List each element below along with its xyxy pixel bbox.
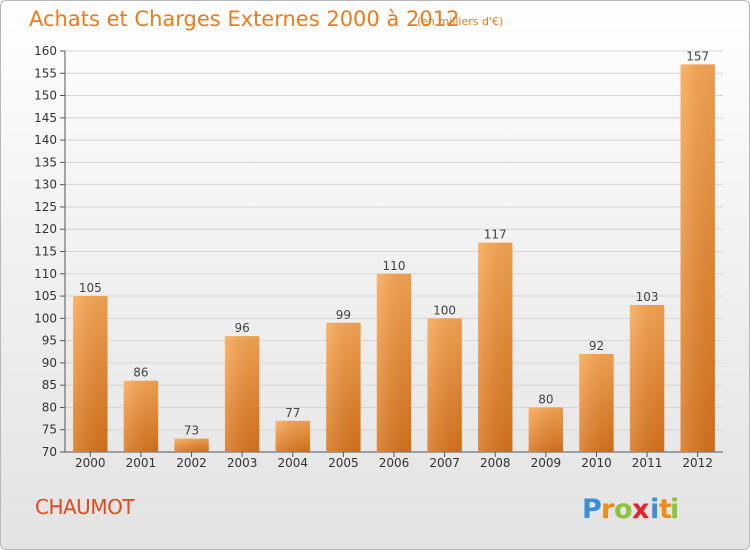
svg-text:i: i — [670, 494, 679, 525]
y-tick-label: 120 — [34, 222, 57, 236]
data-label: 105 — [79, 281, 102, 295]
x-tick-label: 2001 — [126, 456, 157, 470]
x-tick-label: 2000 — [75, 456, 106, 470]
y-tick-label: 155 — [34, 66, 57, 80]
y-tick-label: 95 — [42, 334, 57, 348]
svg-text:P: P — [582, 494, 602, 525]
y-tick-label: 160 — [34, 44, 57, 58]
x-tick-label: 2004 — [277, 456, 308, 470]
bar-shade — [326, 322, 361, 452]
data-label: 92 — [589, 339, 604, 353]
data-label: 86 — [133, 366, 148, 380]
data-labels: 105 86 73 96 77 99 110 100 117 80 92 103 157 — [79, 49, 709, 437]
y-tick-label: 115 — [34, 245, 57, 259]
y-tick-label: 100 — [34, 311, 57, 325]
svg-text:i: i — [650, 494, 659, 525]
x-tick-label: 2005 — [328, 456, 359, 470]
x-tick-label: 2003 — [227, 456, 258, 470]
x-tick-label: 2010 — [581, 456, 612, 470]
data-label: 110 — [383, 259, 406, 273]
y-tick-label: 135 — [34, 155, 57, 169]
bars — [73, 64, 715, 452]
bar-shade — [123, 380, 159, 452]
bar-shade — [73, 296, 108, 452]
y-tick-label: 145 — [34, 111, 57, 125]
proxiti-logo: P r o x i t i — [582, 494, 679, 525]
data-label: 80 — [538, 392, 553, 406]
x-tick-label: 2012 — [682, 456, 713, 470]
svg-text:t: t — [659, 494, 672, 525]
y-tick-label: 110 — [34, 267, 57, 281]
x-tick-label: 2009 — [531, 456, 562, 470]
x-tick-label: 2002 — [176, 456, 207, 470]
y-tick-label: 75 — [42, 423, 57, 437]
chart-title: Achats et Charges Externes 2000 à 2012 — [29, 7, 460, 31]
axes: 70 75 80 85 90 95 100 105 110 115 120 125 130 135 140 1… — [34, 44, 723, 470]
bar-shade — [478, 242, 513, 452]
data-label: 73 — [184, 424, 199, 438]
x-tick-label: 2006 — [379, 456, 410, 470]
data-label: 103 — [636, 290, 659, 304]
bar-shade — [376, 273, 412, 452]
svg-text:o: o — [614, 494, 633, 525]
data-label: 100 — [433, 303, 456, 317]
y-tick-label: 80 — [42, 400, 57, 414]
bar-shade — [680, 64, 715, 452]
data-label: 99 — [336, 308, 351, 322]
y-tick-label: 90 — [42, 356, 57, 370]
y-tick-label: 150 — [34, 89, 57, 103]
y-tick-label: 70 — [42, 445, 57, 459]
y-tick-label: 105 — [34, 289, 57, 303]
bar-shade — [579, 353, 614, 452]
y-tick-label: 140 — [34, 133, 57, 147]
data-label: 157 — [686, 49, 709, 63]
bar-shade — [174, 438, 209, 452]
bar-shade — [275, 420, 310, 452]
bar-shade — [629, 304, 665, 452]
location-label: CHAUMOT — [35, 495, 135, 519]
bar-shade — [224, 336, 260, 452]
bar-shade — [427, 318, 462, 452]
data-label: 96 — [235, 321, 250, 335]
bar-chart: 70 75 80 85 90 95 100 105 110 115 120 125 130 135 140 1… — [34, 44, 723, 470]
data-label: 77 — [285, 406, 300, 420]
chart-subtitle: (en milliers d'€) — [417, 15, 504, 28]
x-tick-label: 2007 — [429, 456, 460, 470]
y-tick-label: 125 — [34, 200, 57, 214]
y-tick-label: 85 — [42, 378, 57, 392]
y-tick-label: 130 — [34, 178, 57, 192]
data-label: 117 — [484, 228, 507, 242]
svg-text:r: r — [601, 494, 615, 525]
x-tick-label: 2011 — [632, 456, 663, 470]
bar-shade — [528, 407, 564, 452]
svg-text:x: x — [632, 494, 649, 525]
x-tick-label: 2008 — [480, 456, 511, 470]
